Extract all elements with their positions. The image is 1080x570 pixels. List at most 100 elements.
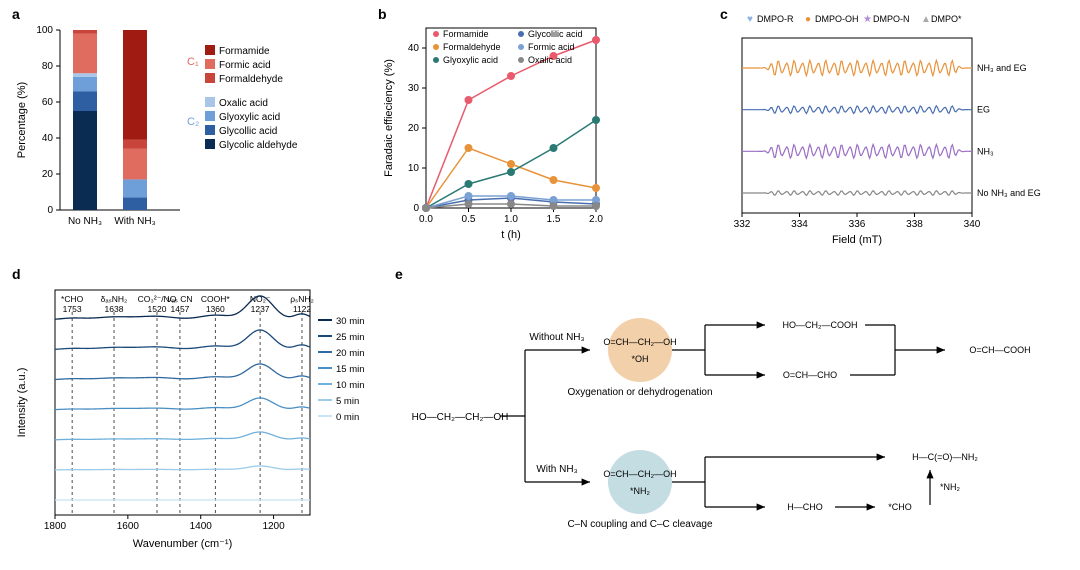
- svg-text:60: 60: [42, 97, 54, 108]
- svg-text:Field (mT): Field (mT): [832, 234, 882, 246]
- svg-text:*CHO: *CHO: [61, 294, 84, 304]
- svg-text:1600: 1600: [117, 521, 140, 532]
- svg-text:1638: 1638: [105, 304, 124, 314]
- svg-text:Faradaic effieciency (%): Faradaic effieciency (%): [383, 59, 395, 177]
- svg-text:HO—CH₂—COOH: HO—CH₂—COOH: [783, 320, 858, 330]
- svg-text:δₐₛNH₂: δₐₛNH₂: [101, 294, 128, 304]
- svg-text:2.0: 2.0: [589, 214, 603, 225]
- svg-text:★: ★: [863, 14, 872, 25]
- svg-text:10 min: 10 min: [336, 380, 365, 391]
- svg-text:▲: ▲: [921, 14, 931, 25]
- svg-text:20: 20: [408, 123, 420, 134]
- svg-text:Glycollic acid: Glycollic acid: [219, 126, 277, 137]
- svg-text:5 min: 5 min: [336, 396, 359, 407]
- svg-text:*NH₂: *NH₂: [630, 486, 651, 496]
- svg-text:336: 336: [849, 219, 866, 230]
- svg-text:1457: 1457: [170, 304, 189, 314]
- svg-text:1.5: 1.5: [547, 214, 561, 225]
- svg-text:Glycolilic acid: Glycolilic acid: [528, 29, 583, 39]
- svg-text:*NH₂: *NH₂: [940, 482, 961, 492]
- svg-text:COOH*: COOH*: [201, 294, 231, 304]
- svg-text:NH₃ and EG: NH₃ and EG: [977, 63, 1027, 73]
- svg-text:1237: 1237: [251, 304, 270, 314]
- svg-text:30 min: 30 min: [336, 316, 365, 327]
- svg-text:332: 332: [734, 219, 751, 230]
- svg-text:*OH: *OH: [631, 354, 648, 364]
- svg-text:1122: 1122: [293, 304, 312, 314]
- svg-text:Glyoxylic acid: Glyoxylic acid: [443, 55, 498, 65]
- svg-text:20 min: 20 min: [336, 348, 365, 359]
- svg-text:NH₃: NH₃: [977, 146, 994, 156]
- svg-text:O=CH—CH₂—OH: O=CH—CH₂—OH: [603, 469, 676, 479]
- svg-text:No NH₃: No NH₃: [68, 216, 102, 227]
- svg-text:Wavenumber (cm⁻¹): Wavenumber (cm⁻¹): [133, 538, 233, 550]
- svg-text:C–N coupling and C–C cleavage: C–N coupling and C–C cleavage: [567, 519, 713, 530]
- svg-text:H—CHO: H—CHO: [787, 502, 823, 512]
- panel-e-scheme: HO—CH₂—CH₂—OH Without NH₃ O=CH—CH₂—OH *OH Ox…: [395, 270, 1065, 560]
- svg-text:ρₛNH₂: ρₛNH₂: [290, 294, 314, 304]
- svg-text:C₂: C₂: [187, 116, 199, 128]
- svg-text:340: 340: [964, 219, 981, 230]
- svg-text:EG: EG: [977, 105, 990, 115]
- svg-text:t (h): t (h): [501, 229, 521, 241]
- svg-text:Formaldehyde: Formaldehyde: [443, 42, 501, 52]
- svg-text:O=CH—COOH: O=CH—COOH: [969, 345, 1030, 355]
- svg-text:♥: ♥: [747, 14, 753, 25]
- svg-text:Formic acid: Formic acid: [528, 42, 575, 52]
- svg-text:O=CH—CH₂—OH: O=CH—CH₂—OH: [603, 337, 676, 347]
- svg-text:Oxalic acid: Oxalic acid: [528, 55, 572, 65]
- svg-text:No NH₃ and EG: No NH₃ and EG: [977, 188, 1041, 198]
- svg-text:1360: 1360: [206, 304, 225, 314]
- svg-text:1400: 1400: [190, 521, 213, 532]
- svg-text:80: 80: [42, 61, 54, 72]
- svg-text:H—C(=O)—NH₂: H—C(=O)—NH₂: [912, 452, 978, 462]
- svg-text:25 min: 25 min: [336, 332, 365, 343]
- svg-text:DMPO-N: DMPO-N: [873, 14, 910, 24]
- svg-text:Formic acid: Formic acid: [219, 60, 271, 71]
- svg-text:Without NH₃: Without NH₃: [529, 332, 584, 343]
- svg-text:O=CH—CHO: O=CH—CHO: [783, 370, 837, 380]
- svg-text:νₐₛ CN: νₐₛ CN: [167, 294, 192, 304]
- svg-text:100: 100: [36, 25, 53, 36]
- svg-text:15 min: 15 min: [336, 364, 365, 375]
- svg-text:With NH₃: With NH₃: [536, 464, 577, 475]
- svg-text:1753: 1753: [63, 304, 82, 314]
- svg-text:338: 338: [906, 219, 923, 230]
- svg-text:DMPO-R: DMPO-R: [757, 14, 794, 24]
- svg-text:30: 30: [408, 83, 420, 94]
- svg-text:1200: 1200: [262, 521, 285, 532]
- svg-text:Percentage (%): Percentage (%): [16, 82, 28, 158]
- panel-a-chart: 0 20 40 60 80 100 Percentage (%) No NH₃ With NH₃…: [10, 10, 370, 250]
- svg-text:40: 40: [42, 133, 54, 144]
- panel-d-chart: 1800 1600 1400 1200 Wavenumber (cm⁻¹) Intensi…: [10, 270, 390, 560]
- svg-text:With NH₃: With NH₃: [114, 216, 155, 227]
- svg-text:Glycolic aldehyde: Glycolic aldehyde: [219, 140, 298, 151]
- svg-text:●: ●: [805, 14, 811, 25]
- svg-text:Glyoxylic acid: Glyoxylic acid: [219, 112, 280, 123]
- svg-text:10: 10: [408, 163, 420, 174]
- panel-c-chart: 332 334 336 338 340 Field (mT) NH₃ and EG EG NH₃…: [720, 10, 1065, 250]
- svg-text:Formamide: Formamide: [443, 29, 489, 39]
- svg-text:20: 20: [42, 169, 54, 180]
- svg-text:0: 0: [413, 203, 419, 214]
- svg-text:Intensity (a.u.): Intensity (a.u.): [16, 368, 28, 438]
- svg-text:*CHO: *CHO: [888, 502, 912, 512]
- svg-text:0.0: 0.0: [419, 214, 433, 225]
- svg-text:DMPO-OH: DMPO-OH: [815, 14, 859, 24]
- svg-text:0.5: 0.5: [462, 214, 476, 225]
- panel-b-chart: 0.0 0.5 1.0 1.5 2.0 0 10 20 30 40 t (h) Faradaic ef…: [378, 10, 718, 250]
- svg-text:Oxalic acid: Oxalic acid: [219, 98, 268, 109]
- svg-text:1.0: 1.0: [504, 214, 518, 225]
- svg-text:C₁: C₁: [187, 56, 199, 68]
- svg-text:40: 40: [408, 43, 420, 54]
- svg-text:334: 334: [791, 219, 808, 230]
- svg-text:1800: 1800: [44, 521, 67, 532]
- svg-text:DMPO*: DMPO*: [931, 14, 962, 24]
- svg-text:Oxygenation or dehydrogenation: Oxygenation or dehydrogenation: [567, 387, 712, 398]
- svg-text:0: 0: [47, 205, 53, 216]
- svg-text:0 min: 0 min: [336, 412, 359, 423]
- svg-text:Formaldehyde: Formaldehyde: [219, 74, 283, 85]
- svg-text:1520: 1520: [148, 304, 167, 314]
- svg-text:Formamide: Formamide: [219, 46, 270, 57]
- svg-text:HO—CH₂—CH₂—OH: HO—CH₂—CH₂—OH: [412, 412, 509, 423]
